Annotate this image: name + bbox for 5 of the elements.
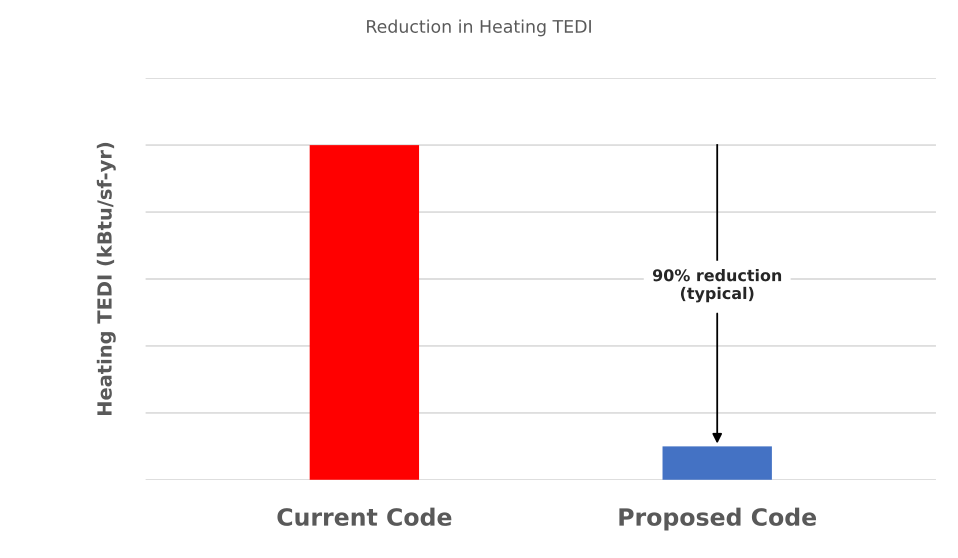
chart-title: Reduction in Heating TEDI xyxy=(367,20,591,36)
x-tick-label: Current Code xyxy=(277,508,452,526)
y-axis-title: Heating TEDI (kBtu/sf-yr) xyxy=(96,142,116,415)
x-tick-label: Proposed Code xyxy=(619,508,816,531)
annotation: 90% reduction (typical) xyxy=(652,268,782,302)
